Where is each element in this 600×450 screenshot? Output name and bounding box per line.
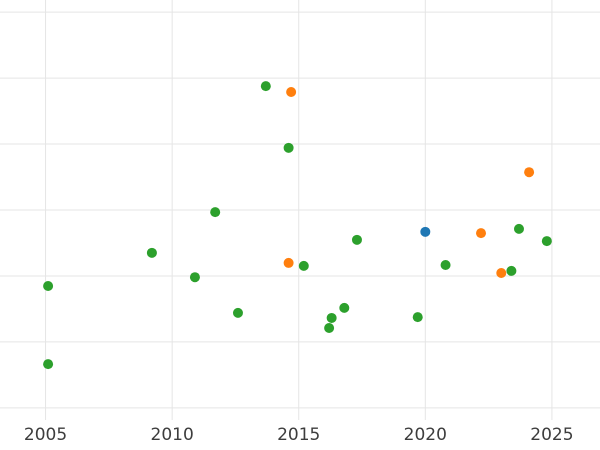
data-point-green-series bbox=[506, 265, 517, 276]
data-point-green-series bbox=[339, 302, 350, 313]
data-point-green-series bbox=[412, 312, 423, 323]
data-point-blue-series bbox=[420, 226, 431, 237]
data-point-green-series bbox=[189, 272, 200, 283]
data-point-green-series bbox=[351, 234, 362, 245]
x-tick-label: 2015 bbox=[277, 425, 321, 445]
data-point-green-series bbox=[146, 247, 157, 258]
x-tick-label: 2010 bbox=[150, 425, 194, 445]
data-point-green-series bbox=[260, 81, 271, 92]
data-point-orange-series bbox=[286, 86, 297, 97]
data-point-green-series bbox=[324, 323, 335, 334]
data-point-green-series bbox=[43, 281, 54, 292]
plot-area bbox=[0, 0, 600, 420]
data-point-green-series bbox=[43, 359, 54, 370]
x-axis: 2005 2010 2015 2020 2025 bbox=[0, 425, 600, 450]
data-point-green-series bbox=[210, 207, 221, 218]
data-point-green-series bbox=[326, 312, 337, 323]
data-point-green-series bbox=[541, 236, 552, 247]
data-point-orange-series bbox=[496, 268, 507, 278]
x-tick-label: 2005 bbox=[23, 425, 68, 445]
x-tick-label: 2020 bbox=[403, 425, 447, 445]
x-tick-label: 2025 bbox=[530, 425, 574, 445]
data-point-orange-series bbox=[283, 257, 294, 268]
data-point-green-series bbox=[283, 142, 294, 153]
data-point-green-series bbox=[298, 260, 309, 271]
data-point-green-series bbox=[440, 260, 451, 271]
data-point-orange-series bbox=[524, 167, 535, 178]
data-point-orange-series bbox=[476, 228, 487, 239]
data-point-green-series bbox=[513, 223, 524, 234]
data-point-green-series bbox=[232, 307, 243, 318]
